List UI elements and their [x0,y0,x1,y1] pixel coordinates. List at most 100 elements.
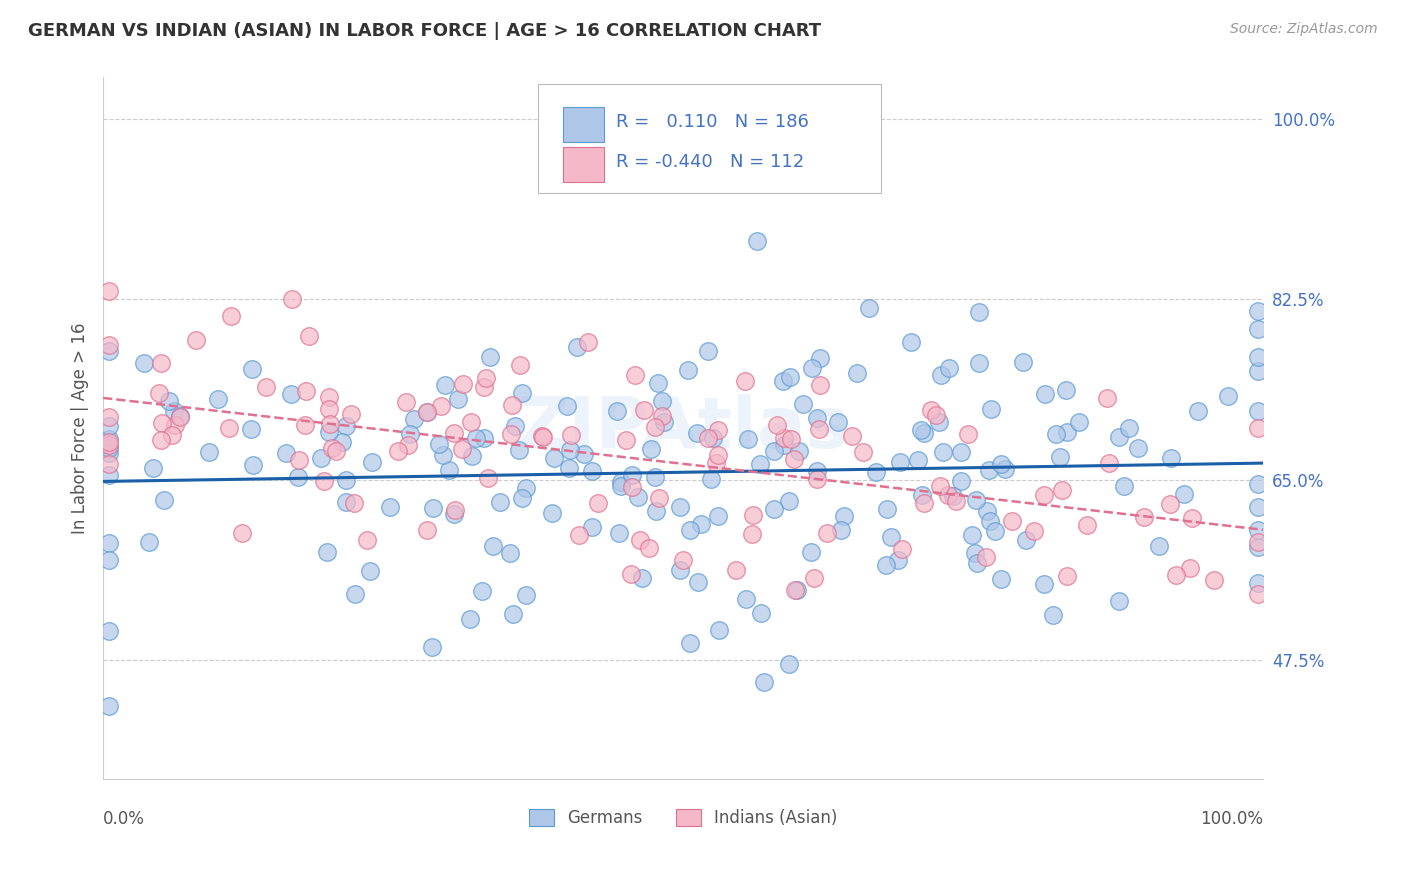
Point [1246,364,1268,378]
Point [1126,442,1149,456]
Point [1147,539,1170,553]
Point [679,636,702,650]
Point [1114,479,1136,493]
Point [443,426,465,441]
Point [779,369,801,384]
Point [1054,383,1077,397]
Point [891,541,914,556]
Point [880,530,903,544]
Point [340,408,363,422]
Point [576,335,599,350]
Point [678,523,700,537]
Point [447,392,470,406]
Point [479,350,502,364]
Point [783,583,806,598]
Point [644,419,666,434]
Point [1246,587,1268,601]
Point [565,340,588,354]
Point [707,424,730,438]
Point [707,509,730,524]
Point [745,234,768,248]
Point [298,329,321,343]
Point [394,394,416,409]
Point [472,380,495,394]
Point [1246,351,1268,365]
Point [1159,497,1181,511]
Point [754,674,776,689]
Point [967,304,990,318]
Point [640,442,662,456]
Point [475,370,498,384]
Point [704,456,727,470]
Point [97,553,120,567]
Point [1246,535,1268,549]
Point [540,506,562,520]
Point [443,507,465,521]
Point [568,528,591,542]
Point [581,464,603,478]
Point [852,445,875,459]
Point [741,508,763,522]
Point [865,465,887,479]
Text: ZIPAtlas: ZIPAtlas [517,393,849,463]
Text: 0.0%: 0.0% [103,811,145,829]
Point [97,441,120,455]
Point [707,449,730,463]
Point [198,445,221,459]
Point [378,500,401,515]
Point [808,422,831,436]
Point [644,504,666,518]
Point [97,467,120,482]
Point [950,474,973,488]
Point [295,384,318,398]
Point [783,451,806,466]
Point [621,480,644,494]
Point [387,443,409,458]
Point [1173,487,1195,501]
Point [610,479,633,493]
Point [356,533,378,548]
Point [1045,426,1067,441]
Text: R =   0.110   N = 186: R = 0.110 N = 186 [616,112,808,130]
Point [778,657,800,671]
Point [150,416,173,430]
Point [134,356,156,370]
Point [1204,573,1226,587]
Point [325,444,347,458]
Point [806,472,828,486]
Point [633,403,655,417]
Point [150,433,173,447]
Point [294,417,316,432]
Point [644,469,666,483]
Point [696,431,718,445]
Point [766,417,789,432]
Point [929,368,952,382]
Point [460,415,482,429]
Point [974,549,997,564]
Point [465,431,488,445]
Point [530,429,553,443]
Point [607,526,630,541]
Point [977,463,1000,477]
Point [983,524,1005,538]
Point [669,500,692,514]
Point [148,385,170,400]
Point [1056,568,1078,582]
Point [274,446,297,460]
Point [335,418,357,433]
FancyBboxPatch shape [562,107,605,143]
Point [502,607,524,621]
Point [1033,386,1056,401]
Point [1180,511,1202,525]
Point [875,558,897,572]
Point [1108,594,1130,608]
Point [1160,451,1182,466]
Point [1164,567,1187,582]
Point [1024,524,1046,538]
Point [910,423,932,437]
Point [1180,561,1202,575]
Point [637,541,659,556]
Point [911,488,934,502]
Point [647,376,669,391]
Point [97,446,120,460]
